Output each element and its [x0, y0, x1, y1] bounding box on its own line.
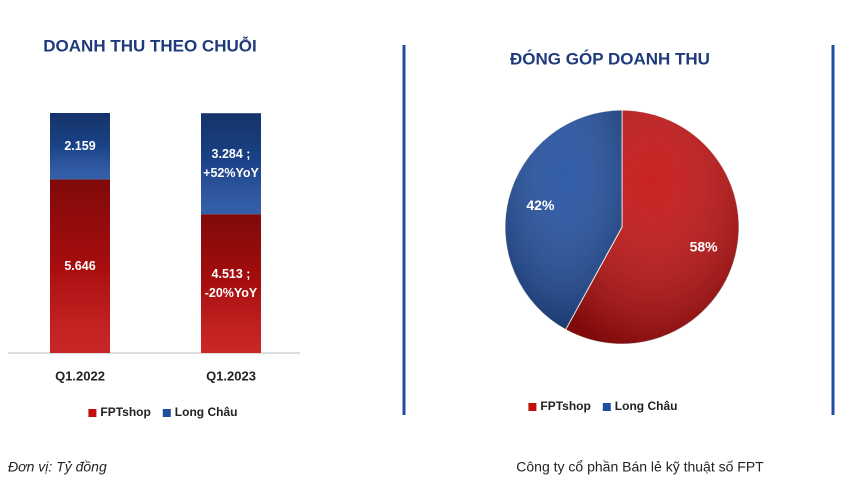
- pie-label: 42%: [526, 197, 555, 213]
- footer-source: Công ty cổ phần Bán lẻ kỹ thuật số FPT: [516, 459, 764, 475]
- footer-unit: Đơn vị: Tỷ đồng: [8, 459, 107, 475]
- value-label-box: 3.284 ; +52%YoY: [203, 146, 259, 180]
- legend-swatch: [162, 409, 171, 417]
- legend-label: Long Châu: [615, 399, 678, 413]
- value-label-box: 2.159: [64, 138, 96, 153]
- value-label: 2.159: [64, 138, 96, 153]
- pie-label: 58%: [690, 239, 719, 255]
- value-label: 4.513 ; -20%YoY: [204, 266, 258, 300]
- legend-swatch: [602, 403, 611, 411]
- value-label-box: 4.513 ; -20%YoY: [204, 266, 258, 300]
- value-label-box: 5.646: [64, 258, 96, 273]
- legend-swatch: [88, 409, 97, 417]
- value-label: 5.646: [64, 258, 96, 273]
- legend-swatch: [528, 403, 537, 411]
- chart-title: ĐÓNG GÓP DOANH THU: [510, 49, 710, 68]
- x-tick-label: Q1.2022: [55, 368, 105, 383]
- chart-title: DOANH THU THEO CHUỖI: [43, 36, 256, 55]
- value-label: 3.284 ; +52%YoY: [203, 146, 259, 180]
- legend-label: FPTshop: [540, 399, 590, 413]
- x-tick-label: Q1.2023: [206, 368, 256, 383]
- legend-label: FPTshop: [100, 405, 150, 419]
- legend-label: Long Châu: [175, 405, 238, 419]
